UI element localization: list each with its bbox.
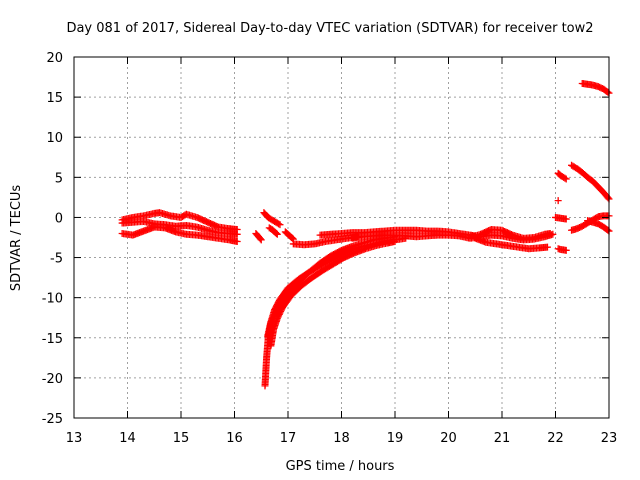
data-point [272,229,280,237]
series-track-17 [552,213,570,223]
series-track-23 [584,217,613,235]
data-point [604,194,612,202]
x-tick-label: 20 [440,431,457,446]
data-point [276,221,284,229]
series-track-14 [466,225,554,242]
data-point [543,243,551,251]
data-points [118,79,613,390]
x-axis-label: GPS time / hours [286,459,395,474]
x-tick-label: 17 [280,431,297,446]
series-track-20 [568,161,613,203]
series-track-2 [118,217,241,238]
x-tick-label: 16 [226,431,243,446]
chart-title: Day 081 of 2017, Sidereal Day-to-day VTE… [66,21,593,36]
y-tick-label: -20 [42,372,63,387]
series-track-6 [265,224,281,238]
y-tick-label: -25 [42,412,63,427]
x-tick-label: 19 [387,431,404,446]
x-tick-label: 23 [601,431,618,446]
data-point [604,88,612,96]
x-tick-label: 14 [119,431,136,446]
y-tick-label: -15 [42,332,63,347]
series-track-10 [267,238,399,350]
y-axis-label: SDTVAR / TECUs [9,185,24,292]
series-track-5 [260,209,284,229]
x-tick-label: 18 [333,431,350,446]
data-point [275,220,283,228]
data-point [273,230,281,238]
x-tick-label: 15 [173,431,190,446]
y-tick-label: 15 [46,91,63,106]
data-point [288,234,296,242]
data-point [233,238,241,246]
data-point [562,215,570,223]
data-point [604,226,612,234]
series-track-19 [554,197,562,205]
data-point [257,236,265,244]
data-point [561,174,569,182]
data-point [562,246,570,254]
y-tick-label: 20 [46,51,63,66]
series-track-4 [252,229,265,244]
series-track-9 [264,233,399,340]
x-tick-label: 13 [66,431,83,446]
series-track-7 [281,228,297,243]
series-track-16 [554,245,570,254]
y-tick-label: -5 [50,252,63,267]
series-track-18 [554,169,570,183]
x-tick-label: 21 [494,431,511,446]
data-point [233,230,241,238]
axis-ticks: 13 14 15 16 17 18 19 20 21 22 23 20 15 10 5 0 -5 -10 -15 -2… [42,51,618,446]
series-track-3 [118,223,241,246]
series-track-15 [471,234,551,253]
y-tick-label: 5 [55,171,63,186]
data-point [391,238,399,246]
y-tick-label: 10 [46,131,63,146]
series-track-1 [118,209,241,233]
y-tick-label: 0 [55,211,63,226]
y-tick-label: -10 [42,292,63,307]
x-tick-label: 22 [547,431,564,446]
data-point [546,229,554,237]
data-point [562,175,570,183]
data-point [256,235,264,243]
series-track-21 [578,79,613,97]
data-point [554,197,562,205]
